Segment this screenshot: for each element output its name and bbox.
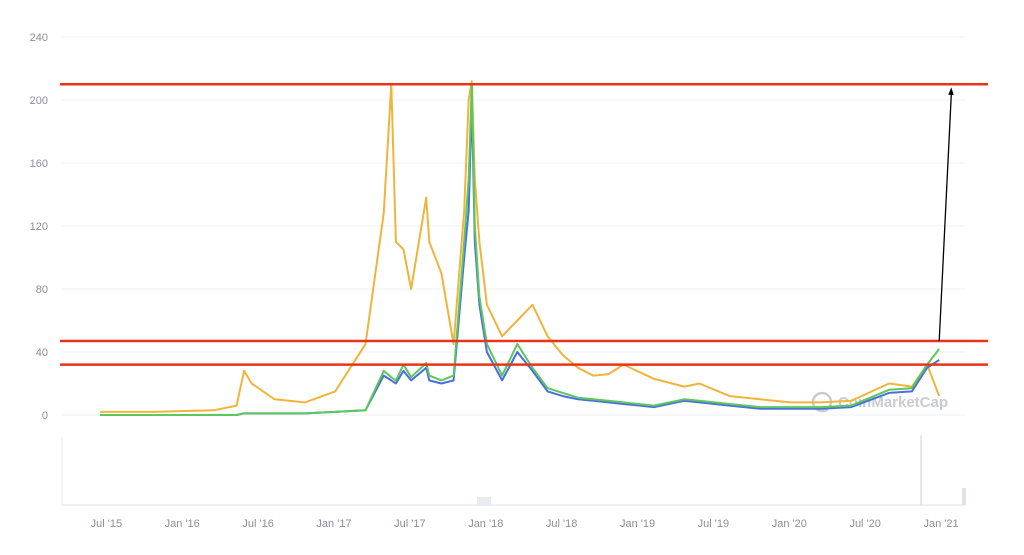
series-line-0 xyxy=(99,80,941,413)
grid-lines xyxy=(62,36,965,416)
y-tick-label: 80 xyxy=(36,284,48,296)
x-axis: Jul '15 Jan '16 Jul '16 Jan '17 Jul '17 Jan '… xyxy=(91,518,959,530)
x-tick-label: Jan '16 xyxy=(165,518,200,530)
range-navigator[interactable] xyxy=(61,435,966,506)
x-tick-label: Jul '18 xyxy=(546,518,577,530)
x-tick-label: Jul '15 xyxy=(91,518,122,530)
series-lines xyxy=(99,80,941,416)
y-axis: 0 40 80 120 160 200 240 xyxy=(30,32,48,422)
annotation-lines xyxy=(60,83,988,366)
navigator-volume-bar xyxy=(962,488,966,505)
x-tick-label: Jan '18 xyxy=(468,518,503,530)
arrow-shaft xyxy=(938,93,952,342)
x-tick-label: Jan '19 xyxy=(620,518,655,530)
x-tick-label: Jul '19 xyxy=(698,518,729,530)
x-tick-label: Jan '20 xyxy=(772,518,807,530)
x-tick-label: Jul '20 xyxy=(849,518,880,530)
arrow-head xyxy=(948,87,954,96)
y-tick-label: 200 xyxy=(30,95,48,107)
x-tick-label: Jul '17 xyxy=(394,518,425,530)
x-tick-label: Jan '17 xyxy=(316,518,351,530)
annotation-arrow xyxy=(938,87,954,342)
series-line-2 xyxy=(99,83,940,416)
navigator-volume-bar xyxy=(477,497,491,505)
y-tick-label: 160 xyxy=(30,158,48,170)
y-tick-label: 240 xyxy=(30,32,48,44)
y-tick-label: 120 xyxy=(30,221,48,233)
x-tick-label: Jul '16 xyxy=(242,518,273,530)
y-tick-label: 0 xyxy=(42,410,48,422)
x-tick-label: Jan '21 xyxy=(923,518,958,530)
y-tick-label: 40 xyxy=(36,347,48,359)
watermark-text: CoinMarketCap xyxy=(838,394,948,411)
series-line-1 xyxy=(99,99,940,416)
